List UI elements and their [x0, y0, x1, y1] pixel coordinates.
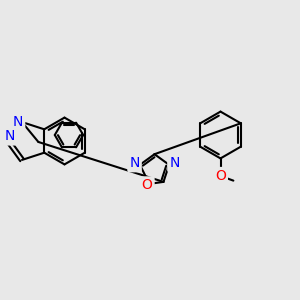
Text: N: N	[4, 130, 15, 143]
Text: N: N	[129, 156, 140, 170]
Text: O: O	[215, 169, 226, 183]
Text: N: N	[13, 115, 23, 129]
Text: N: N	[13, 115, 23, 129]
Text: N: N	[169, 156, 180, 170]
Text: O: O	[215, 169, 226, 183]
Text: N: N	[129, 156, 140, 170]
Text: O: O	[142, 178, 153, 192]
Text: N: N	[4, 130, 15, 143]
Text: O: O	[142, 178, 153, 192]
Text: N: N	[169, 156, 180, 170]
